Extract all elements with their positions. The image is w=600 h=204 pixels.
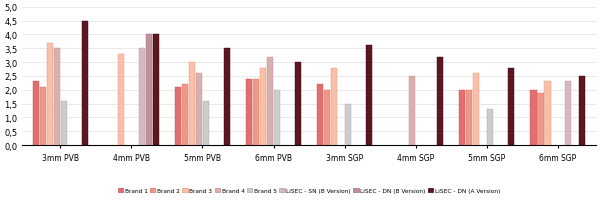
Bar bbox=[537, 93, 544, 145]
Bar bbox=[47, 43, 53, 145]
Bar bbox=[182, 85, 188, 145]
Bar bbox=[473, 74, 479, 145]
Bar bbox=[366, 46, 372, 145]
Bar bbox=[466, 90, 472, 145]
Bar bbox=[274, 90, 280, 145]
Bar bbox=[331, 68, 337, 145]
Bar bbox=[459, 90, 466, 145]
Bar bbox=[324, 90, 331, 145]
Legend: Brand 1, Brand 2, Brand 3, Brand 4, Brand 5, LiSEC - SN (B Version), LiSEC - DN : Brand 1, Brand 2, Brand 3, Brand 4, Bran… bbox=[116, 187, 502, 194]
Bar bbox=[246, 79, 253, 145]
Bar bbox=[579, 76, 586, 145]
Bar bbox=[409, 76, 415, 145]
Bar bbox=[139, 49, 145, 145]
Bar bbox=[317, 85, 323, 145]
Bar bbox=[40, 88, 46, 145]
Bar bbox=[437, 57, 443, 145]
Bar bbox=[565, 82, 571, 145]
Bar bbox=[152, 35, 159, 145]
Bar bbox=[33, 82, 39, 145]
Bar bbox=[224, 49, 230, 145]
Bar bbox=[175, 88, 181, 145]
Bar bbox=[544, 82, 551, 145]
Bar bbox=[530, 90, 536, 145]
Bar bbox=[253, 79, 259, 145]
Bar bbox=[118, 54, 124, 145]
Bar bbox=[196, 74, 202, 145]
Bar bbox=[146, 35, 152, 145]
Bar bbox=[203, 101, 209, 145]
Bar bbox=[267, 57, 273, 145]
Bar bbox=[487, 110, 493, 145]
Bar bbox=[345, 104, 351, 145]
Bar bbox=[508, 68, 514, 145]
Bar bbox=[61, 101, 67, 145]
Bar bbox=[53, 49, 60, 145]
Bar bbox=[189, 63, 195, 145]
Bar bbox=[295, 63, 301, 145]
Bar bbox=[82, 21, 88, 145]
Bar bbox=[260, 68, 266, 145]
